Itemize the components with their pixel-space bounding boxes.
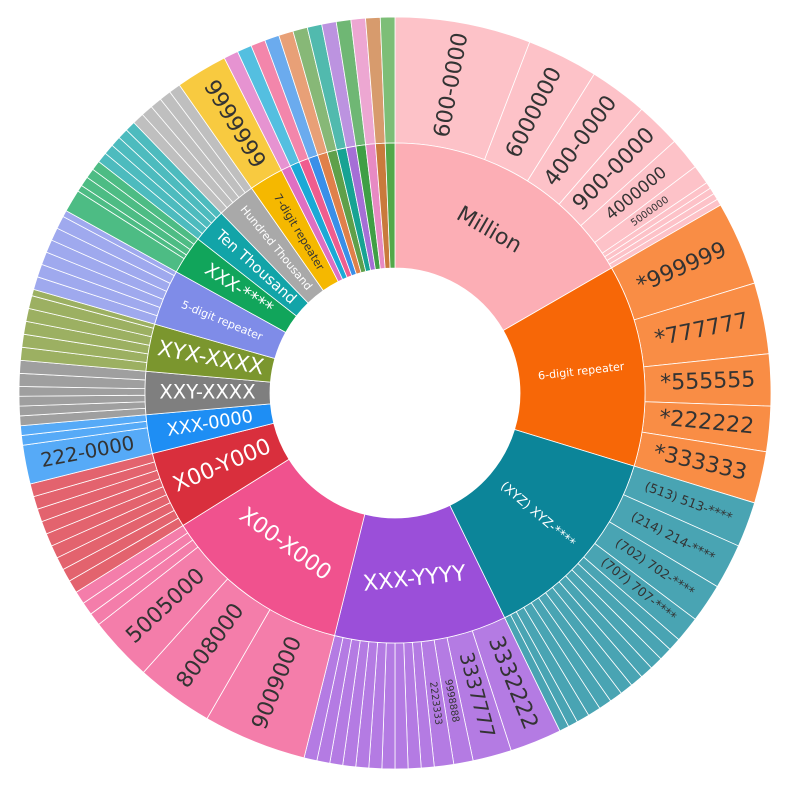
segment-label: *555555 — [660, 367, 756, 395]
inner-segment — [384, 142, 396, 269]
inner-segment — [394, 142, 613, 332]
segment-label: XXY-XXXX — [159, 381, 255, 404]
